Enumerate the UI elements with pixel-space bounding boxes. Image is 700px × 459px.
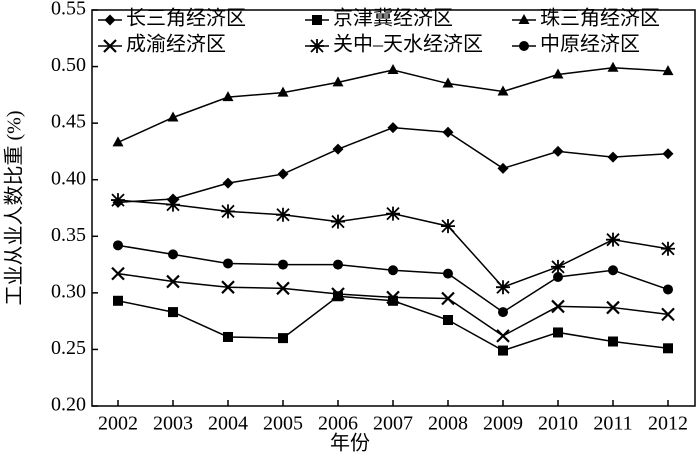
marker xyxy=(608,336,618,347)
marker xyxy=(312,15,322,25)
marker xyxy=(663,284,673,295)
marker xyxy=(388,265,398,276)
marker xyxy=(167,111,179,122)
marker xyxy=(113,295,123,306)
y-axis-label: 工业从业人数比重 (%) xyxy=(3,111,26,306)
marker xyxy=(168,307,178,318)
marker xyxy=(441,219,455,234)
marker xyxy=(386,290,400,305)
marker xyxy=(608,265,618,276)
legend-label: 珠三角经济区 xyxy=(540,7,660,30)
marker xyxy=(166,274,180,289)
marker xyxy=(607,151,619,163)
legend-label: 中原经济区 xyxy=(540,33,640,56)
marker xyxy=(551,259,565,274)
marker xyxy=(552,145,564,157)
marker xyxy=(553,272,563,283)
y-tick-label: 0.55 xyxy=(51,0,86,20)
marker xyxy=(607,61,619,72)
marker xyxy=(333,291,343,302)
marker xyxy=(221,280,235,294)
marker xyxy=(663,343,673,354)
marker xyxy=(498,307,508,318)
marker xyxy=(332,143,344,155)
marker xyxy=(442,126,454,138)
x-tick-label: 2002 xyxy=(98,413,138,435)
x-tick-label: 2006 xyxy=(318,413,358,435)
marker xyxy=(332,76,344,87)
marker xyxy=(112,136,124,147)
marker xyxy=(310,39,324,53)
marker xyxy=(111,266,125,281)
y-tick-label: 0.20 xyxy=(51,394,86,416)
x-tick-label: 2005 xyxy=(263,413,303,435)
marker xyxy=(276,281,290,296)
marker xyxy=(498,345,508,356)
marker xyxy=(278,333,288,344)
marker xyxy=(223,331,233,342)
marker xyxy=(276,207,290,222)
marker xyxy=(442,77,454,88)
marker xyxy=(331,214,345,229)
marker xyxy=(443,315,453,326)
marker xyxy=(552,68,564,79)
marker xyxy=(388,295,398,306)
marker xyxy=(662,65,674,76)
marker xyxy=(551,299,565,314)
x-tick-label: 2004 xyxy=(208,413,248,435)
marker xyxy=(166,197,180,212)
x-tick-label: 2009 xyxy=(483,413,523,435)
marker xyxy=(386,206,400,221)
x-tick-label: 2010 xyxy=(538,413,578,435)
marker xyxy=(222,177,234,189)
legend-label: 长三角经济区 xyxy=(126,7,246,30)
marker xyxy=(103,39,117,53)
marker xyxy=(223,258,233,269)
marker xyxy=(278,259,288,270)
x-axis-label: 年份 xyxy=(330,432,370,455)
x-tick-label: 2003 xyxy=(153,413,193,435)
marker xyxy=(104,14,116,26)
marker xyxy=(387,63,399,74)
y-tick-label: 0.40 xyxy=(51,167,86,189)
legend-label: 关中–天水经济区 xyxy=(333,33,483,56)
marker xyxy=(277,168,289,180)
legend-label: 成渝经济区 xyxy=(126,33,226,56)
marker xyxy=(661,241,675,256)
marker xyxy=(497,85,509,96)
marker xyxy=(222,91,234,102)
y-tick-label: 0.30 xyxy=(51,280,86,302)
marker xyxy=(277,86,289,97)
x-tick-label: 2008 xyxy=(428,413,468,435)
marker xyxy=(606,300,620,315)
marker xyxy=(606,232,620,247)
marker xyxy=(661,307,675,322)
marker xyxy=(441,291,455,306)
marker xyxy=(168,249,178,260)
legend-label: 京津冀经济区 xyxy=(333,7,453,30)
marker xyxy=(443,268,453,279)
marker xyxy=(111,193,125,208)
y-tick-label: 0.35 xyxy=(51,224,86,246)
y-tick-label: 0.25 xyxy=(51,337,86,359)
series-line xyxy=(117,126,669,204)
marker xyxy=(221,204,235,219)
x-tick-label: 2007 xyxy=(373,413,413,435)
marker xyxy=(553,327,563,338)
marker xyxy=(497,162,509,174)
marker xyxy=(113,240,123,251)
marker xyxy=(496,280,510,295)
x-tick-label: 2012 xyxy=(648,413,688,435)
y-tick-label: 0.45 xyxy=(51,111,86,133)
marker xyxy=(662,148,674,160)
y-tick-label: 0.50 xyxy=(51,54,86,76)
x-tick-label: 2011 xyxy=(593,413,632,435)
marker xyxy=(518,14,530,24)
marker xyxy=(519,41,529,51)
marker xyxy=(333,259,343,270)
marker xyxy=(331,287,345,301)
marker xyxy=(496,329,510,343)
marker xyxy=(387,122,399,134)
